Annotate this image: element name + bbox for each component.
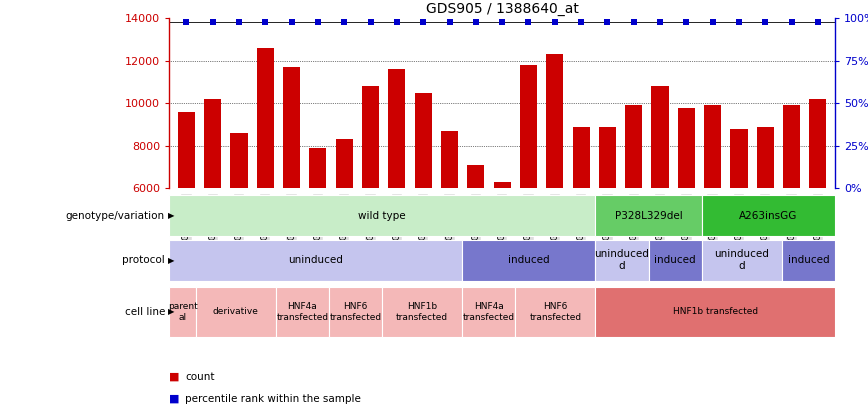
Point bbox=[390, 19, 404, 26]
Point bbox=[443, 19, 457, 26]
Bar bbox=[204, 99, 221, 188]
Text: ■: ■ bbox=[169, 372, 180, 382]
Point bbox=[469, 19, 483, 26]
Text: derivative: derivative bbox=[213, 307, 259, 316]
Bar bbox=[702, 240, 782, 281]
Text: genotype/variation: genotype/variation bbox=[66, 211, 165, 221]
Point bbox=[759, 19, 773, 26]
Point bbox=[285, 19, 299, 26]
Bar bbox=[230, 133, 247, 188]
Bar bbox=[467, 165, 484, 188]
Bar bbox=[599, 127, 616, 188]
Text: protocol: protocol bbox=[122, 255, 165, 265]
Bar bbox=[388, 69, 405, 188]
Text: HNF4a
transfected: HNF4a transfected bbox=[276, 302, 328, 322]
Point bbox=[338, 19, 352, 26]
Bar bbox=[169, 240, 462, 281]
Bar bbox=[625, 105, 642, 188]
Text: cell line: cell line bbox=[124, 307, 165, 317]
Point bbox=[785, 19, 799, 26]
Text: wild type: wild type bbox=[358, 211, 406, 221]
Text: induced: induced bbox=[508, 255, 549, 265]
Point bbox=[206, 19, 220, 26]
Text: P328L329del: P328L329del bbox=[615, 211, 682, 221]
Point bbox=[627, 19, 641, 26]
Text: ▶: ▶ bbox=[168, 211, 174, 220]
Point bbox=[653, 19, 667, 26]
Point bbox=[180, 19, 194, 26]
Bar bbox=[757, 127, 774, 188]
Text: uninduced
d: uninduced d bbox=[595, 249, 649, 271]
Text: parent
al: parent al bbox=[168, 302, 197, 322]
Bar bbox=[702, 195, 835, 236]
Point bbox=[601, 19, 615, 26]
Bar bbox=[336, 139, 352, 188]
Point bbox=[311, 19, 325, 26]
Text: A263insGG: A263insGG bbox=[740, 211, 798, 221]
Text: HNF6
transfected: HNF6 transfected bbox=[529, 302, 582, 322]
Point bbox=[732, 19, 746, 26]
Bar bbox=[678, 108, 695, 188]
Bar bbox=[494, 182, 510, 188]
Bar bbox=[169, 195, 595, 236]
Bar bbox=[196, 287, 276, 337]
Bar bbox=[276, 287, 329, 337]
Point bbox=[680, 19, 694, 26]
Text: HNF6
transfected: HNF6 transfected bbox=[330, 302, 382, 322]
Bar bbox=[178, 112, 195, 188]
Text: ▶: ▶ bbox=[168, 307, 174, 316]
Bar bbox=[441, 131, 458, 188]
Point bbox=[811, 19, 825, 26]
Bar bbox=[516, 287, 595, 337]
Title: GDS905 / 1388640_at: GDS905 / 1388640_at bbox=[425, 2, 579, 16]
Bar bbox=[730, 129, 747, 188]
Point bbox=[496, 19, 510, 26]
Point bbox=[232, 19, 246, 26]
Bar bbox=[546, 54, 563, 188]
Bar bbox=[329, 287, 382, 337]
Point bbox=[706, 19, 720, 26]
Bar bbox=[520, 65, 537, 188]
Text: uninduced
d: uninduced d bbox=[714, 249, 769, 271]
Point bbox=[259, 19, 273, 26]
Text: percentile rank within the sample: percentile rank within the sample bbox=[185, 394, 361, 404]
Bar bbox=[595, 287, 835, 337]
Bar bbox=[704, 105, 721, 188]
Point bbox=[548, 19, 562, 26]
Text: uninduced: uninduced bbox=[288, 255, 343, 265]
Bar bbox=[648, 240, 702, 281]
Text: count: count bbox=[185, 372, 214, 382]
Bar bbox=[309, 148, 326, 188]
Bar bbox=[595, 195, 702, 236]
Text: HNF4a
transfected: HNF4a transfected bbox=[463, 302, 515, 322]
Bar bbox=[462, 287, 516, 337]
Point bbox=[574, 19, 588, 26]
Bar bbox=[462, 240, 595, 281]
Bar bbox=[382, 287, 462, 337]
Bar bbox=[652, 86, 668, 188]
Text: HNF1b
transfected: HNF1b transfected bbox=[396, 302, 448, 322]
Point bbox=[364, 19, 378, 26]
Bar bbox=[283, 67, 300, 188]
Point bbox=[522, 19, 536, 26]
Bar bbox=[783, 105, 800, 188]
Bar bbox=[257, 48, 274, 188]
Bar bbox=[169, 287, 196, 337]
Text: HNF1b transfected: HNF1b transfected bbox=[673, 307, 758, 316]
Bar bbox=[415, 93, 431, 188]
Text: ■: ■ bbox=[169, 394, 180, 404]
Text: induced: induced bbox=[654, 255, 696, 265]
Bar bbox=[362, 86, 379, 188]
Bar bbox=[809, 99, 826, 188]
Bar bbox=[573, 127, 589, 188]
Text: induced: induced bbox=[787, 255, 829, 265]
Text: ▶: ▶ bbox=[168, 256, 174, 265]
Point bbox=[417, 19, 431, 26]
Bar bbox=[782, 240, 835, 281]
Bar bbox=[595, 240, 648, 281]
